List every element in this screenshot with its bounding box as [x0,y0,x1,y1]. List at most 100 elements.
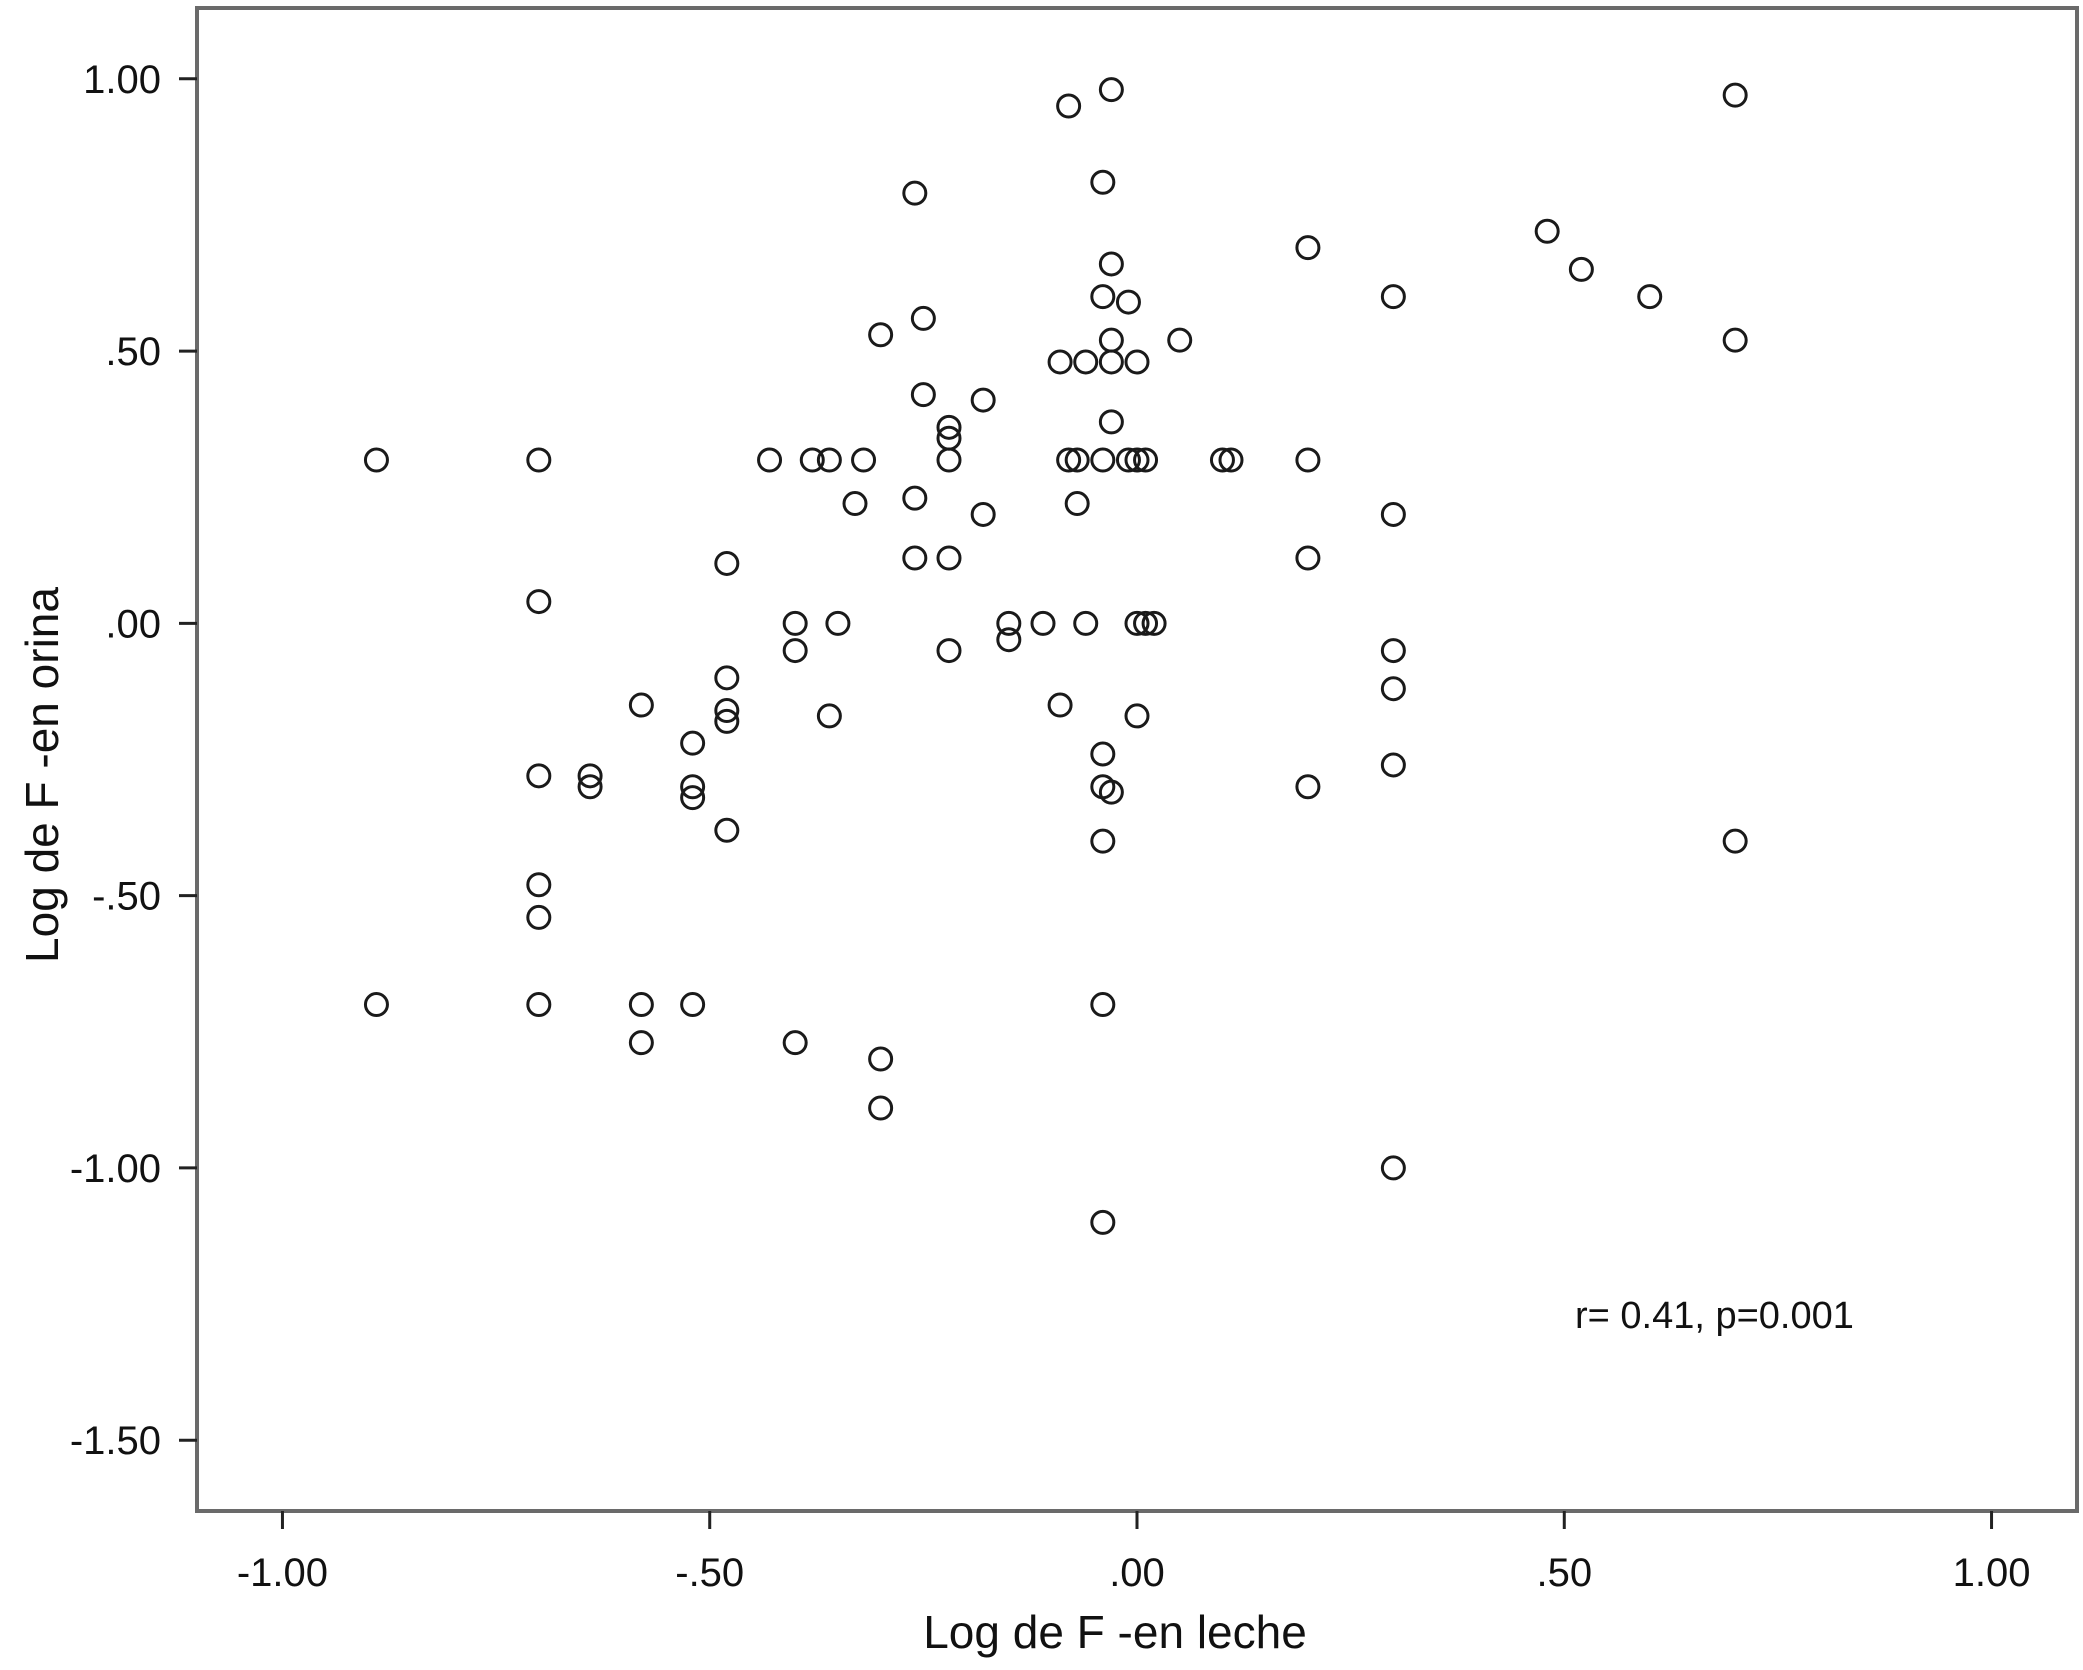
data-point [1124,349,1150,375]
data-point [1098,327,1124,353]
data-point [1090,992,1116,1018]
y-axis-title: Log de F -en orina [16,587,68,963]
y-tick-label: 1.00 [83,58,161,102]
y-tick-label: .50 [105,330,161,374]
data-point [714,708,740,734]
x-tick-label: -.50 [675,1551,744,1595]
correlation-annotation: r= 0.41, p=0.001 [1575,1295,1854,1337]
data-point [526,447,552,473]
data-point [936,414,962,440]
data-point [1047,349,1073,375]
data-point [825,610,851,636]
data-point [757,447,783,473]
data-point [1534,218,1560,244]
data-point [1047,692,1073,718]
data-point [1064,447,1090,473]
y-tick-label: -1.00 [70,1147,161,1191]
data-point [1098,409,1124,435]
y-tick-label: -.50 [92,875,161,919]
y-tick-label: -1.50 [70,1419,161,1463]
data-point [628,1030,654,1056]
data-point [970,387,996,413]
data-point [1030,610,1056,636]
x-axis-title: Log de F -en leche [923,1606,1307,1658]
data-point [1098,77,1124,103]
x-tick-label: .00 [1109,1551,1165,1595]
axis-tick-labels: -1.00 -.50 .00 .50 1.00 1.00 .50 .00 -.50 -1.00 -1… [70,58,2031,1595]
data-point [628,692,654,718]
data-point [910,305,936,331]
data-point [1064,491,1090,517]
data-point [816,447,842,473]
data-point [1295,545,1321,571]
data-point [782,610,808,636]
data-point [526,904,552,930]
data-point [714,697,740,723]
data-point [577,774,603,800]
data-point [851,447,877,473]
plot-frame [195,6,2079,1513]
data-point [970,501,996,527]
data-point [936,638,962,664]
data-point [842,491,868,517]
y-tick-label: .00 [105,602,161,646]
data-point [1380,501,1406,527]
data-point [936,447,962,473]
data-point [1090,741,1116,767]
data-point [1722,828,1748,854]
data-point [363,447,389,473]
data-point [996,627,1022,653]
x-tick-label: -1.00 [237,1551,328,1595]
data-point [1141,610,1167,636]
data-point [680,774,706,800]
data-point [1568,256,1594,282]
data-point [1056,93,1082,119]
data-point [1295,235,1321,261]
data-point [526,589,552,615]
data-point [680,730,706,756]
data-point [1380,1155,1406,1181]
data-point [714,550,740,576]
data-point [1133,610,1159,636]
data-point [1073,349,1099,375]
data-point [996,610,1022,636]
data-point [1124,447,1150,473]
data-point [526,763,552,789]
data-point [1090,284,1116,310]
data-point [1218,447,1244,473]
data-point [1637,284,1663,310]
data-point [714,817,740,843]
data-point [577,763,603,789]
data-points [363,77,1748,1235]
data-point [1098,349,1124,375]
data-point [526,992,552,1018]
data-point [1295,774,1321,800]
data-point [1167,327,1193,353]
data-point [680,992,706,1018]
data-point [1098,779,1124,805]
x-tick-label: .50 [1536,1551,1592,1595]
data-point [782,638,808,664]
data-point [902,545,928,571]
data-point [714,665,740,691]
data-point [363,992,389,1018]
data-point [1722,82,1748,108]
data-point [1380,284,1406,310]
data-point [799,447,825,473]
data-point [1090,828,1116,854]
data-point [1090,169,1116,195]
data-point [1124,703,1150,729]
data-point [1133,447,1159,473]
data-point [902,485,928,511]
data-point [868,322,894,348]
data-point [680,785,706,811]
data-point [868,1095,894,1121]
data-point [1115,447,1141,473]
data-point [526,872,552,898]
data-point [1380,676,1406,702]
data-point [1295,447,1321,473]
data-point [1209,447,1235,473]
data-point [1056,447,1082,473]
data-point [936,545,962,571]
